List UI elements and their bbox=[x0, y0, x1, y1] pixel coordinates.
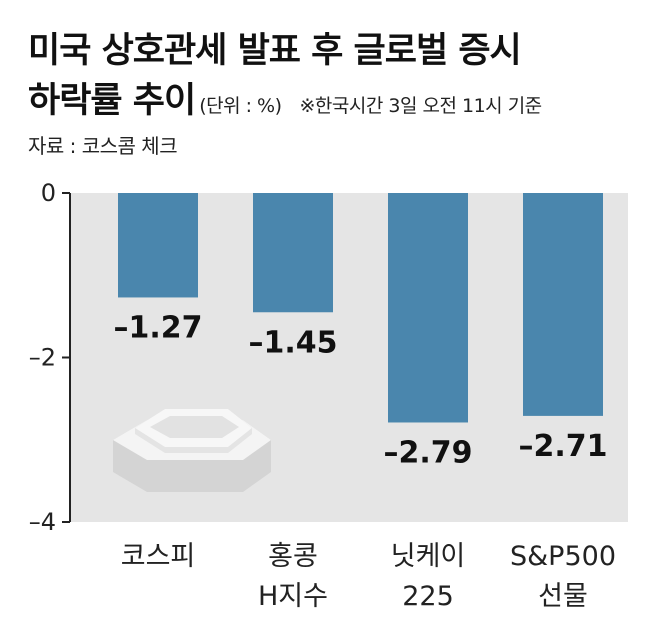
y-tick-label: 0 bbox=[41, 179, 56, 207]
category-label: 코스피 bbox=[121, 541, 196, 572]
source-label: 자료 : 코스콤 체크 bbox=[28, 134, 178, 158]
category-label: 닛케이 bbox=[391, 541, 466, 572]
category-label: 홍콩 bbox=[268, 541, 318, 572]
bar-value-label: –2.71 bbox=[518, 429, 607, 464]
category-label: 선물 bbox=[538, 581, 588, 612]
chart-title-line1: 미국 상호관세 발표 후 글로벌 증시 bbox=[28, 31, 522, 71]
bar-value-label: –2.79 bbox=[383, 435, 472, 470]
chart-title-line2-text: 하락률 추이 bbox=[28, 81, 196, 121]
category-label: S&P500 bbox=[510, 541, 616, 572]
bar bbox=[388, 193, 468, 423]
unit-label: (단위 : %) bbox=[199, 95, 282, 117]
bar-value-label: –1.45 bbox=[248, 325, 337, 360]
bar-value-label: –1.27 bbox=[113, 310, 202, 345]
time-note: ※한국시간 3일 오전 11시 기준 bbox=[299, 95, 543, 117]
bar bbox=[253, 193, 333, 313]
category-label: H지수 bbox=[258, 581, 328, 612]
bar bbox=[523, 193, 603, 416]
bar bbox=[118, 193, 198, 298]
octagon-podium-icon bbox=[113, 409, 271, 492]
y-tick-label: –2 bbox=[29, 344, 56, 372]
category-label: 225 bbox=[402, 581, 454, 612]
chart-title-line2: 하락률 추이 (단위 : %) ※한국시간 3일 오전 11시 기준 bbox=[28, 72, 542, 123]
y-tick-label: –4 bbox=[29, 508, 56, 536]
